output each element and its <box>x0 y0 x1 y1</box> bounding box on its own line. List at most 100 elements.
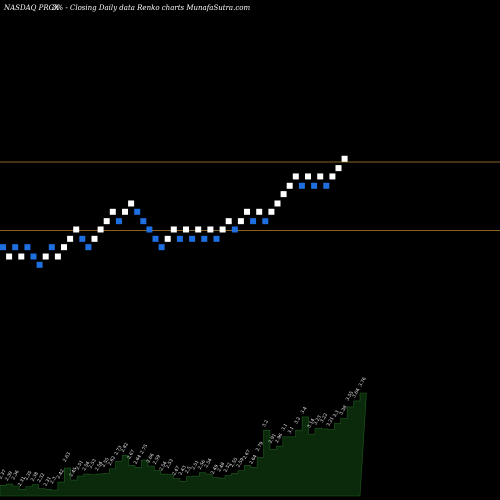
renko-brick <box>42 253 49 260</box>
volume-label: 2.63 <box>62 451 72 463</box>
header-change: 3% - <box>52 4 68 12</box>
volume-label: 2.67 <box>242 449 252 461</box>
volume-label: 2.43 <box>178 465 188 477</box>
volume-label: 3.1 <box>287 426 296 435</box>
renko-brick <box>24 244 31 251</box>
volume-label: 3.2 <box>261 419 270 428</box>
volume-label: 2.47 <box>171 465 181 477</box>
volume-label: 2.38 <box>30 471 40 483</box>
volume-label: 3.1 <box>280 423 289 432</box>
renko-brick <box>207 226 214 233</box>
renko-brick <box>30 253 37 260</box>
volume-label: 2.37 <box>0 469 8 481</box>
volume-label: 2.48 <box>216 461 226 473</box>
renko-brick <box>18 253 25 260</box>
volume-label: 2.54 <box>94 460 104 472</box>
volume-label: 2.66 <box>145 452 155 464</box>
renko-brick <box>67 235 74 242</box>
renko-brick <box>323 182 330 189</box>
renko-bricks <box>0 155 348 268</box>
renko-brick <box>298 182 305 189</box>
volume-label: 2.39 <box>4 470 14 482</box>
volume-label: 2.53 <box>88 458 98 470</box>
volume-label: 2.64 <box>133 454 143 466</box>
volume-label: 2.54 <box>81 460 91 472</box>
renko-brick <box>176 235 183 242</box>
volume-label: 2.31 <box>17 476 27 488</box>
renko-brick <box>0 244 6 251</box>
renko-brick <box>256 208 263 215</box>
renko-brick <box>201 235 208 242</box>
renko-brick <box>91 235 98 242</box>
volume-label: 3.4 <box>300 406 309 415</box>
volume-label: 2.59 <box>235 457 245 469</box>
renko-brick <box>146 226 153 233</box>
renko-brick <box>237 218 244 225</box>
volume-label: 2.54 <box>203 457 213 469</box>
renko-brick <box>219 226 226 233</box>
volume-label: 2.31 <box>43 476 53 488</box>
volume-label: 2.91 <box>268 433 278 445</box>
renko-brick <box>61 244 67 251</box>
volume-label: 3.55 <box>345 390 355 402</box>
renko-brick <box>73 226 80 233</box>
renko-brick <box>109 208 116 215</box>
volume-label: 2.56 <box>197 459 207 471</box>
renko-brick <box>170 226 177 233</box>
renko-brick <box>311 182 318 189</box>
volume-label: 2.49 <box>210 464 220 476</box>
renko-brick <box>85 244 92 251</box>
volume-label: 2.75 <box>139 443 149 455</box>
renko-brick <box>122 208 128 215</box>
renko-brick <box>128 200 135 207</box>
renko-brick <box>54 253 61 260</box>
volume-label: 2.36 <box>10 469 20 481</box>
reference-lines <box>0 161 500 232</box>
volume-label: 2.62 <box>107 455 117 467</box>
renko-brick <box>48 244 55 251</box>
volume-label: 3.64 <box>351 387 361 399</box>
renko-brick <box>225 218 232 225</box>
renko-brick <box>189 235 196 242</box>
renko-brick <box>280 191 287 198</box>
renko-brick <box>250 218 257 225</box>
renko-brick <box>12 244 19 251</box>
volume-label: 2.51 <box>190 459 200 471</box>
volume-label: 2.53 <box>165 458 175 470</box>
renko-brick <box>36 261 43 268</box>
volume-label: 2.52 <box>223 462 233 474</box>
volume-label: 2.96 <box>274 432 284 444</box>
renko-brick <box>158 244 165 251</box>
renko-brick <box>262 218 269 225</box>
renko-brick <box>103 218 110 225</box>
renko-brick <box>183 226 189 233</box>
volume-label: 2.35 <box>23 470 33 482</box>
renko-brick <box>134 208 141 215</box>
volume-label: 2.79 <box>255 441 265 453</box>
renko-brick <box>274 200 281 207</box>
volume-label: 3.2 <box>293 416 302 425</box>
renko-brick <box>164 235 171 242</box>
renko-brick <box>115 218 122 225</box>
volume-label: 2.5 <box>184 465 193 474</box>
renko-brick <box>97 226 104 233</box>
renko-brick <box>244 208 250 215</box>
renko-brick <box>213 235 220 242</box>
renko-brick <box>329 173 336 180</box>
volume-label: 3.22 <box>319 412 329 424</box>
renko-brick <box>335 165 342 172</box>
renko-brick <box>305 173 311 180</box>
volume-label: 2.55 <box>229 457 239 469</box>
volume-label: 2.67 <box>126 449 136 461</box>
volume-label: 3.38 <box>338 404 348 416</box>
volume-label: 3.21 <box>325 416 335 428</box>
volume-label: 2.45 <box>68 466 78 478</box>
renko-brick <box>140 218 147 225</box>
volume-label: 2.54 <box>158 460 168 472</box>
volume-label: 2.42 <box>55 468 65 480</box>
renko-brick <box>152 235 159 242</box>
header-ticker: NASDAQ PRGX <box>3 4 60 12</box>
volume-label: 3.3 <box>332 409 341 418</box>
volume-label: 2.59 <box>152 454 162 466</box>
volume-label: 2.73 <box>113 445 123 457</box>
